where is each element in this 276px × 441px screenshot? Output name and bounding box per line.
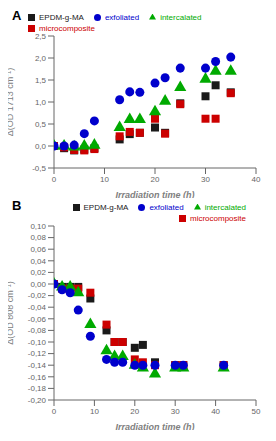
html-text:exfoliated: exfoliated bbox=[104, 13, 140, 22]
svg-text:-0,08: -0,08 bbox=[28, 326, 47, 335]
svg-text:10: 10 bbox=[100, 175, 109, 184]
html-text:microcomposite: microcomposite bbox=[39, 24, 95, 33]
svg-text:1,0: 1,0 bbox=[35, 98, 47, 107]
svg-text:2,5: 2,5 bbox=[35, 32, 47, 41]
svg-text:40: 40 bbox=[211, 407, 220, 416]
svg-text:2,0: 2,0 bbox=[35, 54, 47, 63]
svg-text:-0,12: -0,12 bbox=[28, 349, 47, 358]
html-text:EPDM-g-MA: EPDM-g-MA bbox=[83, 203, 129, 212]
html-text:A: A bbox=[12, 8, 22, 23]
svg-text:-0,16: -0,16 bbox=[28, 373, 47, 382]
svg-text:10: 10 bbox=[90, 407, 99, 416]
svg-text:0,5: 0,5 bbox=[35, 120, 47, 129]
html-text:intercalated: intercalated bbox=[204, 203, 246, 212]
svg-text:20: 20 bbox=[151, 175, 160, 184]
svg-text:Δ(OD 1713 cm⁻¹): Δ(OD 1713 cm⁻¹) bbox=[8, 68, 15, 137]
svg-text:-0,06: -0,06 bbox=[28, 315, 47, 324]
svg-text:0,04: 0,04 bbox=[30, 257, 46, 266]
html-text:microcomposite: microcomposite bbox=[190, 214, 246, 223]
svg-text:0,00: 0,00 bbox=[30, 280, 46, 289]
html-text:EPDM-g-MA: EPDM-g-MA bbox=[39, 13, 84, 22]
html-text:exfoliated: exfoliated bbox=[149, 203, 184, 212]
svg-text:40: 40 bbox=[252, 175, 261, 184]
svg-text:0,10: 0,10 bbox=[30, 222, 46, 231]
html-text:intercalated: intercalated bbox=[160, 13, 202, 22]
svg-text:-0,10: -0,10 bbox=[28, 338, 47, 347]
svg-text:-0,04: -0,04 bbox=[28, 303, 47, 312]
svg-text:0,0: 0,0 bbox=[35, 142, 47, 151]
svg-text:1,5: 1,5 bbox=[35, 76, 47, 85]
html-text:B: B bbox=[12, 198, 22, 213]
svg-text:30: 30 bbox=[201, 175, 210, 184]
svg-text:-0,02: -0,02 bbox=[28, 291, 47, 300]
svg-text:-0,20: -0,20 bbox=[28, 396, 47, 405]
svg-text:0,08: 0,08 bbox=[30, 233, 46, 242]
svg-text:Δ(OD 808 cm⁻¹): Δ(OD 808 cm⁻¹) bbox=[8, 281, 15, 345]
svg-text:Irradiation time (h): Irradiation time (h) bbox=[115, 422, 194, 430]
svg-text:-0,5: -0,5 bbox=[32, 164, 46, 173]
svg-text:50: 50 bbox=[252, 407, 261, 416]
svg-text:0: 0 bbox=[52, 175, 57, 184]
svg-text:0,02: 0,02 bbox=[30, 268, 46, 277]
svg-text:30: 30 bbox=[171, 407, 180, 416]
svg-text:Irradiation time (h): Irradiation time (h) bbox=[115, 190, 194, 198]
svg-text:0: 0 bbox=[52, 407, 57, 416]
svg-text:20: 20 bbox=[130, 407, 139, 416]
svg-text:-0,18: -0,18 bbox=[28, 384, 47, 393]
svg-text:-0,14: -0,14 bbox=[28, 361, 47, 370]
svg-text:0,06: 0,06 bbox=[30, 245, 46, 254]
